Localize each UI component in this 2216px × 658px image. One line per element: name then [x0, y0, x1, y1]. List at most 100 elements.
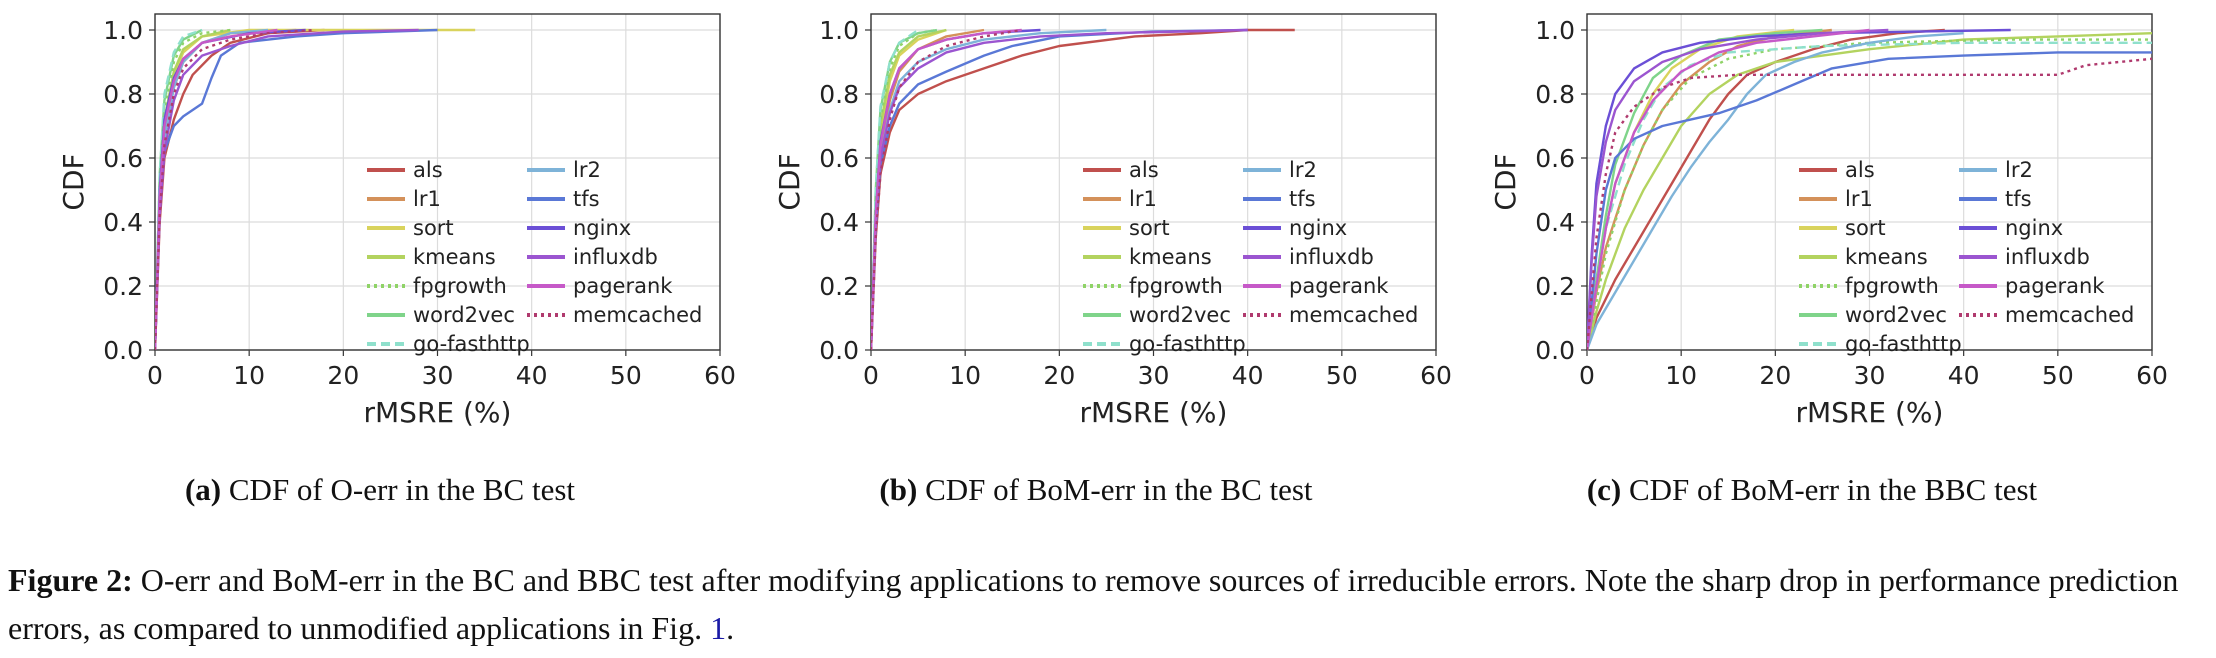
y-tick-label: 0.2 [103, 272, 143, 301]
x-tick-label: 0 [147, 361, 163, 390]
y-tick-label: 1.0 [1535, 16, 1575, 45]
x-tick-label: 50 [1326, 361, 1358, 390]
x-tick-label: 0 [863, 361, 879, 390]
x-axis-label: rMSRE (%) [1796, 396, 1944, 429]
series-line-memcached [155, 28, 316, 351]
x-tick-label: 20 [1759, 361, 1791, 390]
x-tick-label: 60 [704, 361, 736, 390]
legend-label-fpgrowth: fpgrowth [413, 274, 507, 298]
y-axis-label: CDF [773, 153, 806, 210]
legend-label-lr1: lr1 [413, 187, 441, 211]
series-line-kmeans [1587, 32, 2152, 351]
x-tick-label: 20 [327, 361, 359, 390]
x-tick-label: 0 [1579, 361, 1595, 390]
x-tick-label: 40 [1948, 361, 1980, 390]
plot-frame [870, 13, 1437, 351]
legend-label-tfs: tfs [1289, 187, 1316, 211]
legend-label-lr2: lr2 [2005, 158, 2033, 182]
legend-label-pagerank: pagerank [1289, 274, 1389, 298]
cdf-chart-a: 0 10 20 30 40 50 60 0.0 0.2 0.4 0.6 0.8 1.0 rMSRE (%)… [57, 13, 736, 429]
legend-label-memcached: memcached [573, 303, 702, 327]
legend-label-kmeans: kmeans [1845, 245, 1928, 269]
y-tick-label: 0.4 [819, 208, 859, 237]
figure-label: Figure 2: [8, 562, 133, 598]
y-tick-label: 0.0 [1535, 336, 1575, 365]
legend-label-influxdb: influxdb [2005, 245, 2090, 269]
y-tick-label: 0.4 [103, 208, 143, 237]
legend-label-lr2: lr2 [1289, 158, 1317, 182]
legend-label-influxdb: influxdb [1289, 245, 1374, 269]
legend-label-word2vec: word2vec [1129, 303, 1231, 327]
series-line-lr2 [1587, 32, 1964, 351]
legend-label-nginx: nginx [573, 216, 631, 240]
series-line-pagerank [1587, 28, 1870, 351]
x-tick-label: 50 [2042, 361, 2074, 390]
legend-label-memcached: memcached [1289, 303, 1418, 327]
series-group [1587, 28, 2152, 351]
legend-label-nginx: nginx [1289, 216, 1347, 240]
legend-label-sort: sort [1845, 216, 1886, 240]
legend-label-go-fasthttp: go-fasthttp [1845, 332, 1962, 356]
y-tick-label: 0.2 [819, 272, 859, 301]
legend-label-tfs: tfs [2005, 187, 2032, 211]
caption-a: (a) CDF of O-err in the BC test [20, 472, 740, 508]
series-group [155, 28, 476, 351]
y-tick-label: 0.0 [103, 336, 143, 365]
legend-label-go-fasthttp: go-fasthttp [413, 332, 530, 356]
legend-label-influxdb: influxdb [573, 245, 658, 269]
chart-panel-c: 0 10 20 30 40 50 60 0.0 0.2 0.4 0.6 0.8 1.0 rMSRE (%)… [1452, 0, 2172, 470]
legend-label-memcached: memcached [2005, 303, 2134, 327]
figure-text-end: . [726, 610, 735, 646]
plot-frame [1586, 13, 2153, 351]
legend-label-nginx: nginx [2005, 216, 2063, 240]
series-line-memcached [1587, 57, 2152, 351]
series-line-influxdb [155, 28, 419, 351]
x-tick-label: 10 [949, 361, 981, 390]
cdf-chart-b: 0 10 20 30 40 50 60 0.0 0.2 0.4 0.6 0.8 1.0 rMSRE (%)… [773, 13, 1452, 429]
y-tick-label: 1.0 [103, 16, 143, 45]
caption-c: (c) CDF of BoM-err in the BBC test [1452, 472, 2172, 508]
caption-b-label: (b) [879, 472, 918, 507]
legend-label-sort: sort [413, 216, 454, 240]
series-line-pagerank [871, 28, 1022, 351]
caption-c-label: (c) [1586, 472, 1622, 507]
x-tick-label: 20 [1043, 361, 1075, 390]
x-tick-label: 40 [516, 361, 548, 390]
legend-label-als: als [1845, 158, 1875, 182]
series-group [871, 28, 1295, 351]
legend-label-pagerank: pagerank [573, 274, 673, 298]
legend-label-sort: sort [1129, 216, 1170, 240]
series-line-pagerank [155, 28, 278, 351]
y-tick-label: 0.8 [1535, 80, 1575, 109]
legend-label-fpgrowth: fpgrowth [1845, 274, 1939, 298]
y-tick-label: 0.8 [103, 80, 143, 109]
x-tick-label: 30 [1138, 361, 1170, 390]
legend-label-fpgrowth: fpgrowth [1129, 274, 1223, 298]
caption-c-text: CDF of BoM-err in the BBC test [1628, 472, 2038, 507]
figure-reference-link[interactable]: 1 [710, 610, 727, 646]
legend-label-lr1: lr1 [1129, 187, 1157, 211]
x-tick-label: 60 [2136, 361, 2168, 390]
cdf-chart-c: 0 10 20 30 40 50 60 0.0 0.2 0.4 0.6 0.8 1.0 rMSRE (%)… [1489, 13, 2168, 429]
series-line-memcached [871, 28, 1022, 351]
x-tick-label: 50 [610, 361, 642, 390]
y-tick-label: 0.8 [819, 80, 859, 109]
series-line-als [1587, 28, 1945, 351]
legend-label-als: als [1129, 158, 1159, 182]
y-tick-label: 0.6 [1535, 144, 1575, 173]
x-tick-label: 60 [1420, 361, 1452, 390]
legend-label-kmeans: kmeans [1129, 245, 1212, 269]
legend-label-kmeans: kmeans [413, 245, 496, 269]
series-line-fpgrowth [1587, 38, 2152, 351]
y-axis-label: CDF [57, 153, 90, 210]
y-axis-label: CDF [1489, 153, 1522, 210]
y-tick-label: 0.2 [1535, 272, 1575, 301]
caption-a-text: CDF of O-err in the BC test [228, 472, 576, 507]
caption-b-text: CDF of BoM-err in the BC test [925, 472, 1313, 507]
legend-label-lr1: lr1 [1845, 187, 1873, 211]
x-tick-label: 30 [422, 361, 454, 390]
x-axis-label: rMSRE (%) [364, 396, 512, 429]
legend-label-word2vec: word2vec [1845, 303, 1947, 327]
chart-panel-a: 0 10 20 30 40 50 60 0.0 0.2 0.4 0.6 0.8 1.0 rMSRE (%)… [20, 0, 740, 470]
x-tick-label: 30 [1854, 361, 1886, 390]
